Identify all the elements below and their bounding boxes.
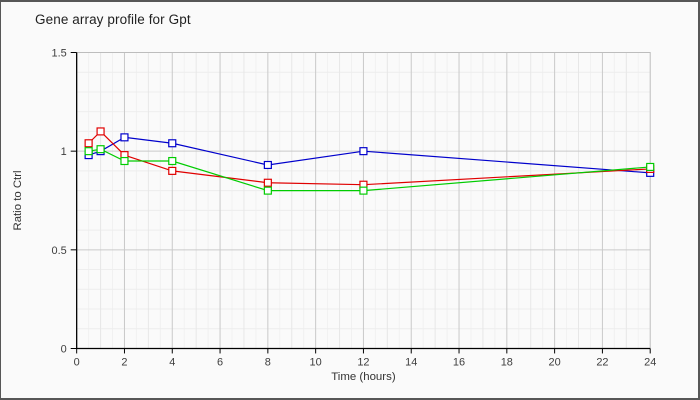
data-point-marker	[120, 156, 129, 166]
x-tick-label: 14	[405, 356, 417, 368]
data-point-marker	[168, 166, 177, 175]
data-point-marker	[96, 127, 105, 136]
x-tick-label: 8	[265, 356, 271, 368]
x-tick-label: 6	[217, 356, 223, 368]
x-axis-label: Time (hours)	[331, 371, 396, 383]
series-green-markers	[84, 145, 655, 195]
data-point-marker	[168, 139, 177, 148]
x-tick-label: 0	[74, 356, 80, 368]
x-tick-label: 4	[169, 356, 175, 368]
data-point-marker	[359, 186, 368, 195]
chart-title: Gene array profile for Gpt	[35, 12, 191, 27]
x-tick-label: 18	[501, 356, 513, 368]
y-tick-label: 0	[61, 343, 67, 355]
x-axis-label: Time (hours)	[331, 371, 396, 383]
data-point-marker	[84, 139, 93, 148]
y-tick-label: 1	[61, 146, 67, 158]
data-point-marker	[120, 133, 129, 142]
x-tick-labels: 0 2 4 6 8 10 12 14 16 18 20 22 24	[74, 356, 657, 368]
y-tick-label: 0.5	[52, 245, 67, 257]
data-point-marker	[84, 147, 93, 156]
data-point-marker	[263, 160, 272, 170]
grid-major	[76, 52, 651, 349]
plot-border-line	[76, 51, 651, 349]
x-tick-label: 10	[310, 356, 322, 368]
grid-mid	[100, 52, 627, 349]
x-tick-label: 22	[596, 356, 608, 368]
y-axis-label: Ratio to Ctrl	[12, 170, 24, 230]
data-point-marker	[263, 186, 272, 195]
y-tick-label: 1.5	[52, 47, 67, 59]
data-point-marker	[168, 156, 177, 166]
x-tick-label: 20	[549, 356, 561, 368]
data-point-marker	[646, 162, 655, 172]
data-point-marker	[96, 145, 105, 154]
y-axis-label: Ratio to Ctrl	[12, 170, 24, 230]
y-tick-labels: 0 0.5 1 1.5	[52, 47, 67, 355]
x-tick-label: 24	[644, 356, 656, 368]
x-tick-label: 12	[357, 356, 369, 368]
data-point-marker	[263, 178, 272, 187]
x-tick-label: 16	[453, 356, 465, 368]
data-point-marker	[359, 147, 368, 156]
axes	[70, 51, 651, 354]
x-tick-label: 2	[121, 356, 127, 368]
plot-border	[76, 51, 651, 349]
